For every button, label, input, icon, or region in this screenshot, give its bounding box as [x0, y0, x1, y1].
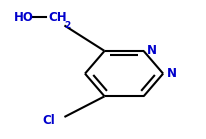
Text: 2: 2 [64, 21, 70, 30]
Text: N: N [166, 67, 176, 80]
Text: CH: CH [48, 11, 66, 24]
Text: Cl: Cl [42, 114, 55, 127]
Text: N: N [147, 44, 157, 57]
Text: HO: HO [14, 11, 34, 24]
